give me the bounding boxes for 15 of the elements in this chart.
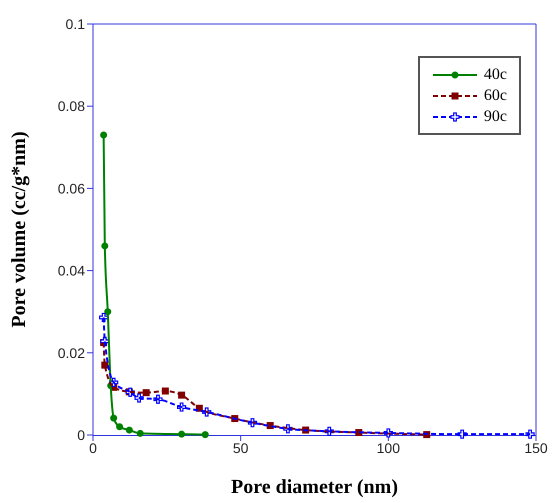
y-tick-label: 0.02 — [58, 344, 86, 361]
y-axis-title: Pore volume (cc/g*nm) — [8, 131, 30, 328]
x-tick-label: 50 — [232, 440, 249, 456]
legend-label: 40c — [484, 65, 507, 85]
x-axis-title: Pore diameter (nm) — [231, 476, 398, 498]
legend-label: 90c — [484, 107, 507, 127]
y-tick-label: 0.06 — [58, 180, 86, 196]
y-tick-label: 0.1 — [66, 16, 86, 32]
y-tick-label: 0.08 — [58, 98, 86, 114]
y-tick-label: 0 — [77, 426, 86, 443]
x-tick-label: 150 — [524, 440, 548, 456]
legend-label: 60c — [484, 86, 507, 106]
y-tick-label: 0.04 — [58, 262, 86, 279]
x-tick-label: 0 — [89, 440, 98, 456]
x-tick-label: 100 — [376, 440, 400, 456]
